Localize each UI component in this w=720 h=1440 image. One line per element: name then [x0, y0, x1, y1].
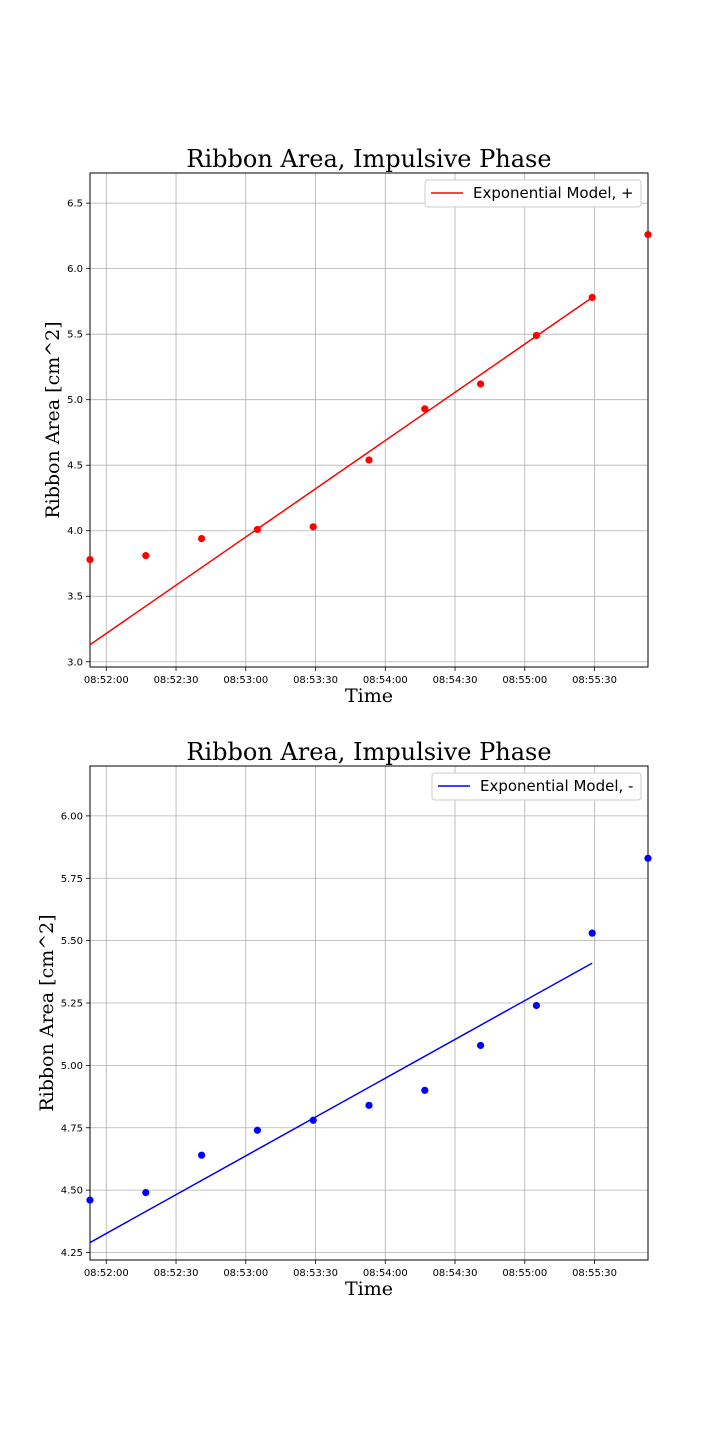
legend-label: Exponential Model, +	[473, 184, 634, 202]
legend-label: Exponential Model, -	[480, 777, 633, 795]
chart-title: Ribbon Area, Impulsive Phase	[186, 145, 551, 173]
y-tick-label: 5.25	[61, 999, 83, 1010]
fit-line	[89, 296, 593, 646]
y-axis-label: Ribbon Area [cm^2]	[42, 321, 64, 518]
y-tick-label: 5.00	[61, 1061, 83, 1072]
x-axis-label: Time	[345, 1278, 393, 1300]
legend: Exponential Model, +	[424, 179, 642, 208]
x-tick-label: 08:55:30	[572, 675, 617, 686]
y-tick-label: 5.5	[67, 330, 83, 341]
fit-line	[89, 962, 593, 1244]
data-point	[253, 525, 261, 534]
x-tick-label: 08:52:00	[84, 675, 129, 686]
grid	[90, 173, 648, 667]
x-tick-label: 08:53:00	[223, 675, 268, 686]
data-point	[588, 929, 596, 937]
data-point	[309, 523, 317, 531]
plot-area-frame	[89, 172, 649, 668]
data-point	[253, 1126, 261, 1134]
axis-ticks: 08:52:00 08:52:30 08:53:00 08:53:30 08:54:00…	[61, 811, 617, 1279]
data-point	[644, 230, 652, 239]
y-tick-label: 4.25	[61, 1248, 83, 1259]
y-tick-label: 4.50	[61, 1186, 83, 1197]
x-tick-label: 08:53:30	[293, 1268, 338, 1279]
x-tick-label: 08:52:00	[84, 1268, 129, 1279]
grid	[90, 766, 648, 1260]
data-series	[86, 230, 652, 646]
legend-box	[424, 179, 642, 208]
chart-panel-bottom: Ribbon Area, Impulsive Phase 08:52:00 08:…	[36, 738, 652, 1300]
plot-area-frame	[89, 765, 649, 1261]
y-tick-label: 3.5	[67, 592, 83, 603]
data-point	[309, 1116, 317, 1124]
y-tick-label: 6.00	[61, 811, 83, 822]
data-point	[532, 1001, 541, 1010]
data-point	[421, 1086, 429, 1094]
data-point	[477, 380, 485, 388]
chart-title: Ribbon Area, Impulsive Phase	[186, 738, 551, 766]
x-tick-label: 08:54:00	[363, 675, 408, 686]
x-tick-label: 08:52:30	[154, 1268, 199, 1279]
y-tick-label: 4.0	[67, 526, 83, 537]
data-point	[198, 1151, 206, 1159]
x-tick-label: 08:54:30	[433, 1268, 478, 1279]
y-axis-label: Ribbon Area [cm^2]	[36, 914, 58, 1111]
y-tick-label: 4.5	[67, 461, 83, 472]
y-tick-label: 5.75	[61, 874, 83, 885]
data-point	[644, 854, 652, 862]
y-tick-label: 6.5	[67, 199, 83, 210]
y-tick-label: 3.0	[67, 657, 83, 668]
data-point	[142, 552, 150, 560]
data-point	[532, 331, 541, 340]
x-tick-label: 08:53:30	[293, 675, 338, 686]
x-tick-label: 08:55:30	[572, 1268, 617, 1279]
y-tick-label: 5.50	[61, 936, 83, 947]
x-tick-label: 08:52:30	[154, 675, 199, 686]
data-point	[365, 456, 373, 464]
x-tick-label: 08:55:00	[502, 1268, 547, 1279]
legend-box	[431, 772, 642, 801]
y-tick-label: 6.0	[67, 264, 83, 275]
x-tick-label: 08:53:00	[223, 1268, 268, 1279]
chart-panel-top: Ribbon Area, Impulsive Phase 08:52:00 08:…	[42, 145, 652, 707]
data-point	[86, 1196, 94, 1204]
x-tick-label: 08:54:30	[433, 675, 478, 686]
data-point	[365, 1101, 373, 1109]
x-tick-label: 08:54:00	[363, 1268, 408, 1279]
data-point	[421, 405, 429, 413]
legend: Exponential Model, -	[431, 772, 642, 801]
y-tick-label: 4.75	[61, 1123, 83, 1134]
data-series	[86, 854, 652, 1244]
x-axis-label: Time	[345, 685, 393, 707]
axis-ticks: 08:52:00 08:52:30 08:53:00 08:53:30 08:54:00…	[67, 199, 617, 686]
data-point	[142, 1189, 150, 1197]
data-point	[477, 1041, 485, 1050]
data-point	[198, 534, 206, 543]
data-point	[86, 555, 94, 564]
y-tick-label: 5.0	[67, 395, 83, 406]
x-tick-label: 08:55:00	[502, 675, 547, 686]
data-point	[588, 293, 596, 302]
